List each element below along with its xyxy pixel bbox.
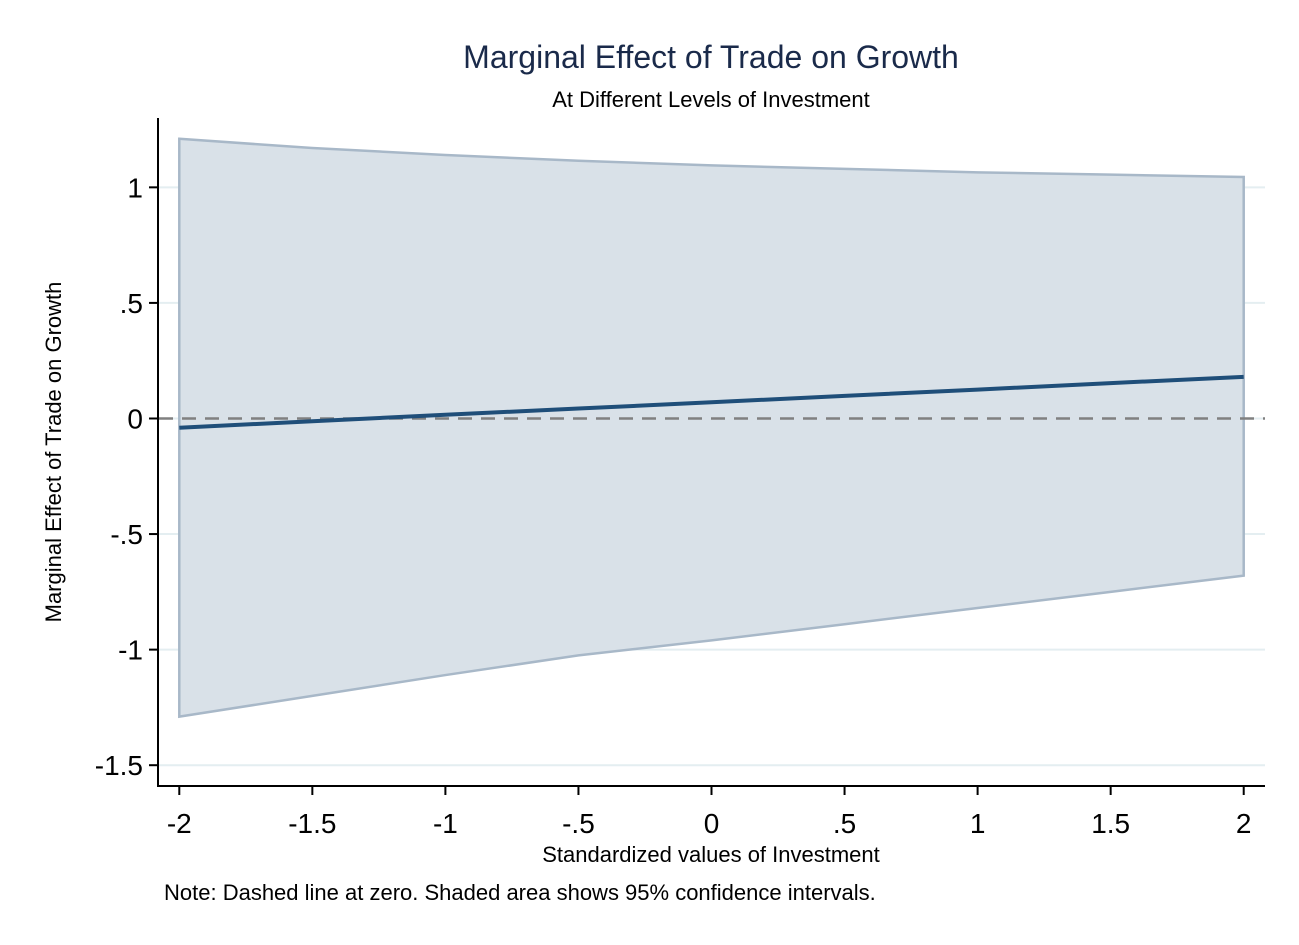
x-axis-label: Standardized values of Investment	[542, 842, 880, 867]
x-tick-label: 1.5	[1091, 808, 1130, 839]
effect-line	[179, 374, 1244, 430]
chart-subtitle: At Different Levels of Investment	[552, 87, 870, 112]
chart-note: Note: Dashed line at zero. Shaded area s…	[164, 880, 876, 905]
confidence-band-area	[178, 137, 1245, 719]
chart-title: Marginal Effect of Trade on Growth	[463, 39, 959, 75]
marginal-effect-line	[179, 374, 1244, 430]
x-tick-label: -1	[433, 808, 458, 839]
axes	[149, 118, 1265, 795]
y-tick-label: -1	[118, 635, 143, 666]
y-tick-label: -1.5	[95, 750, 143, 781]
y-axis-label: Marginal Effect of Trade on Growth	[41, 282, 66, 623]
x-tick-label: -2	[167, 808, 192, 839]
y-tick-label: 0	[127, 403, 143, 434]
x-tick-label: -1.5	[288, 808, 336, 839]
x-tick-labels: -2 -1.5 -1 -.5 0 .5 1 1.5 2	[167, 808, 1252, 839]
x-tick-label: 1	[970, 808, 986, 839]
y-tick-label: -.5	[110, 519, 143, 550]
y-tick-label: 1	[127, 172, 143, 203]
confidence-band	[178, 137, 1245, 719]
y-tick-labels: 1 .5 0 -.5 -1 -1.5	[95, 172, 143, 781]
x-tick-label: 0	[704, 808, 720, 839]
y-tick-label: .5	[120, 288, 143, 319]
x-tick-label: 2	[1236, 808, 1252, 839]
x-tick-label: -.5	[562, 808, 595, 839]
x-tick-label: .5	[833, 808, 856, 839]
